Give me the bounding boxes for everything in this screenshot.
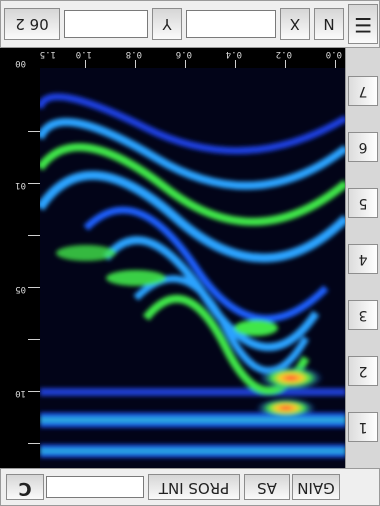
radar-image — [36, 68, 350, 468]
position-tick — [285, 60, 286, 68]
position-label: 1.0 — [75, 49, 92, 59]
position-tick — [235, 60, 236, 68]
depth-tick — [28, 235, 40, 236]
depth-label: 00 — [15, 58, 26, 68]
x-value-field[interactable] — [186, 10, 276, 38]
depth-tick — [28, 131, 40, 132]
position-label: 0.8 — [125, 49, 142, 59]
position-tick — [335, 60, 336, 68]
position-scale: 0.0 0.2 0.4 0.6 0.8 1.0 1.5 — [40, 48, 346, 68]
side-button-strip: 1 2 3 4 5 6 7 — [345, 48, 380, 468]
info-field — [46, 476, 144, 498]
menu-button[interactable]: ☰ — [348, 4, 378, 44]
radar-scan[interactable] — [36, 68, 350, 468]
side-button-3[interactable]: 3 — [348, 300, 378, 330]
depth-tick — [28, 391, 40, 392]
depth-label: 05 — [15, 284, 26, 294]
pros-int-button[interactable]: PROS INT — [148, 474, 240, 500]
n-button[interactable]: N — [314, 8, 344, 40]
depth-tick — [28, 183, 40, 184]
depth-scale: 10 05 01 00 — [0, 48, 40, 468]
depth-tick — [28, 443, 40, 444]
y-button[interactable]: Y — [152, 8, 182, 40]
side-button-1[interactable]: 1 — [348, 412, 378, 442]
side-button-4[interactable]: 4 — [348, 244, 378, 274]
side-button-7[interactable]: 7 — [348, 76, 378, 106]
position-label: 1.5 — [39, 49, 56, 59]
as-button[interactable]: AS — [244, 474, 290, 500]
x-button[interactable]: X — [280, 8, 310, 40]
position-label: 0.6 — [175, 49, 192, 59]
c-button[interactable]: C — [6, 474, 44, 500]
position-tick — [185, 60, 186, 68]
side-button-6[interactable]: 6 — [348, 132, 378, 162]
position-label: 0.2 — [275, 49, 292, 59]
menu-icon: ☰ — [354, 13, 372, 37]
side-button-5[interactable]: 5 — [348, 188, 378, 218]
position-label: 0.4 — [225, 49, 242, 59]
depth-label: 10 — [15, 388, 26, 398]
side-button-2[interactable]: 2 — [348, 356, 378, 386]
y-value-field[interactable] — [64, 10, 148, 38]
position-tick — [135, 60, 136, 68]
depth-label: 01 — [15, 180, 26, 190]
value-field[interactable]: 06 2 — [4, 8, 60, 40]
position-label: 0.0 — [325, 49, 342, 59]
position-tick — [85, 60, 86, 68]
depth-tick — [28, 339, 40, 340]
gain-button[interactable]: GAIN — [292, 474, 340, 500]
depth-tick — [28, 287, 40, 288]
